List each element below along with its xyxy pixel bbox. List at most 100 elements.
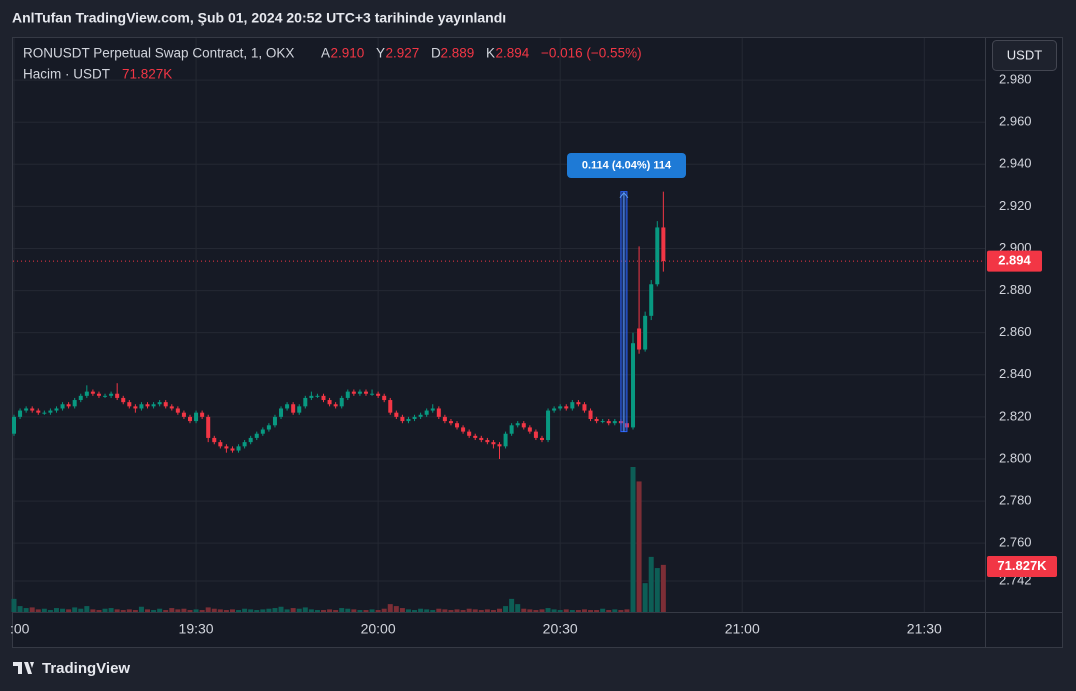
legend-key: K bbox=[486, 46, 495, 61]
volume-bar bbox=[369, 609, 375, 612]
candle-body bbox=[649, 284, 654, 316]
volume-bar bbox=[35, 609, 41, 612]
volume-bar bbox=[211, 608, 217, 612]
candle-body bbox=[436, 408, 441, 417]
volume-bar bbox=[405, 609, 411, 612]
candle-body bbox=[36, 410, 41, 413]
legend-value: 2.894 bbox=[496, 46, 530, 61]
candle-body bbox=[218, 442, 223, 447]
y-tick-label: 2.980 bbox=[999, 72, 1032, 87]
volume-bar bbox=[393, 606, 399, 612]
volume-bar bbox=[60, 608, 66, 612]
candle-body bbox=[527, 427, 532, 432]
candle-body bbox=[303, 397, 308, 407]
candle-body bbox=[194, 412, 199, 422]
candle-body bbox=[84, 391, 89, 396]
candle-body bbox=[588, 410, 593, 419]
volume-bar bbox=[581, 609, 587, 612]
candle-body bbox=[24, 408, 29, 411]
candle-body bbox=[424, 410, 429, 415]
volume-value-label: 71.827K bbox=[997, 558, 1047, 573]
volume-bar bbox=[120, 610, 126, 612]
volume-bar bbox=[29, 607, 35, 612]
volume-bar bbox=[41, 608, 47, 612]
legend-change: −0.016 (−0.55%) bbox=[541, 46, 642, 61]
candle-body bbox=[230, 448, 235, 451]
volume-bar bbox=[66, 609, 72, 612]
volume-title: Hacim · USDT bbox=[23, 67, 110, 82]
volume-bar bbox=[96, 610, 102, 612]
candle-body bbox=[139, 404, 144, 409]
x-tick-label: 20:30 bbox=[543, 621, 578, 637]
candle-body bbox=[467, 431, 472, 436]
candle-body bbox=[479, 437, 484, 441]
candle-body bbox=[272, 416, 277, 426]
currency-label[interactable]: USDT bbox=[1007, 47, 1042, 62]
volume-bar bbox=[533, 610, 539, 612]
volume-bar bbox=[145, 609, 151, 612]
volume-bar bbox=[345, 608, 351, 612]
currency-button[interactable] bbox=[992, 40, 1057, 71]
volume-bar bbox=[412, 610, 418, 612]
x-tick-label: 21:00 bbox=[725, 621, 760, 637]
legend-key: Y bbox=[376, 46, 385, 61]
candle-body bbox=[521, 423, 526, 428]
candle-body bbox=[224, 446, 229, 449]
candle-body bbox=[109, 393, 114, 396]
volume-bar bbox=[594, 610, 600, 612]
y-tick-label: 2.860 bbox=[999, 324, 1032, 339]
volume-bar bbox=[217, 609, 223, 612]
volume-bar bbox=[302, 607, 308, 612]
volume-bar bbox=[418, 608, 424, 612]
volume-bar bbox=[175, 609, 181, 612]
volume-bar bbox=[108, 608, 114, 612]
volume-bar bbox=[138, 606, 144, 612]
volume-bar bbox=[351, 609, 357, 612]
volume-bar bbox=[333, 610, 339, 612]
volume-bar bbox=[266, 608, 272, 612]
candle-body bbox=[187, 416, 192, 422]
candle-body bbox=[48, 410, 53, 413]
candle-body bbox=[448, 421, 453, 424]
candle-body bbox=[388, 400, 393, 413]
volume-bar bbox=[648, 556, 654, 612]
x-tick-label: 20:00 bbox=[361, 621, 396, 637]
volume-bar bbox=[448, 610, 454, 612]
volume-bar bbox=[399, 608, 405, 612]
y-tick-label: 2.940 bbox=[999, 156, 1032, 171]
candle-body bbox=[497, 444, 502, 447]
candle-body bbox=[339, 397, 344, 407]
volume-bar bbox=[454, 609, 460, 612]
volume-bar bbox=[497, 608, 502, 612]
volume-bar bbox=[78, 608, 84, 612]
volume-bar bbox=[181, 608, 187, 612]
candle-body bbox=[661, 227, 666, 262]
candle-body bbox=[127, 402, 132, 407]
candle-body bbox=[509, 425, 514, 434]
candle-body bbox=[18, 410, 23, 417]
volume-bar bbox=[424, 609, 430, 612]
y-tick-label: 2.760 bbox=[999, 535, 1032, 550]
candle-body bbox=[260, 429, 265, 434]
volume-bar bbox=[557, 610, 563, 612]
candle-body bbox=[96, 393, 101, 396]
y-tick-label: 2.960 bbox=[999, 114, 1032, 129]
brand-name: TradingView bbox=[42, 660, 130, 677]
candle-body bbox=[121, 397, 126, 403]
candle-body bbox=[473, 435, 478, 438]
candle-body bbox=[103, 395, 108, 397]
candle-body bbox=[42, 412, 47, 414]
volume-bar bbox=[187, 610, 193, 612]
volume-bar bbox=[126, 609, 132, 612]
candle-body bbox=[394, 412, 399, 417]
volume-bar bbox=[478, 610, 484, 612]
volume-bar bbox=[545, 608, 551, 612]
volume-bar bbox=[588, 610, 594, 612]
volume-bar bbox=[223, 610, 229, 612]
brand-logo bbox=[13, 662, 34, 674]
candle-body bbox=[60, 404, 65, 409]
volume-bar bbox=[163, 610, 169, 612]
candle-body bbox=[582, 404, 587, 411]
volume-bar bbox=[11, 598, 17, 612]
volume-bar bbox=[236, 610, 242, 612]
